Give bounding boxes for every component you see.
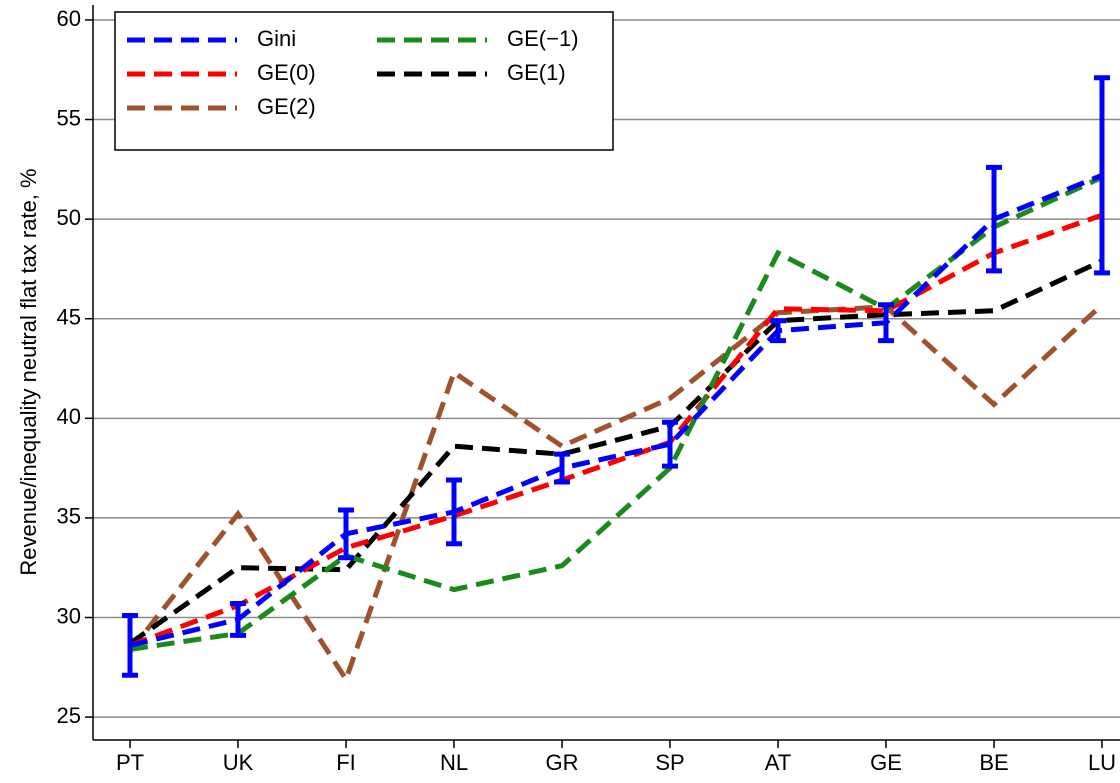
error-bar	[770, 318, 786, 344]
legend-label: GE(−1)	[507, 26, 579, 51]
x-tick-label: AT	[765, 750, 791, 775]
x-tick-label: UK	[223, 750, 254, 775]
y-tick-label: 25	[57, 703, 81, 728]
error-bar	[230, 601, 246, 638]
error-bar-line	[662, 419, 678, 469]
x-tick-label: GE	[870, 750, 902, 775]
legend-label: GE(0)	[257, 60, 316, 85]
y-tick-label: 35	[57, 504, 81, 529]
y-tick-label: 60	[57, 6, 81, 31]
error-bar-line	[122, 613, 138, 678]
error-bar	[986, 164, 1002, 274]
error-bar-line	[986, 164, 1002, 274]
series-line	[128, 302, 1104, 685]
x-tick-label: FI	[336, 750, 356, 775]
error-bar	[878, 302, 894, 344]
series-line	[129, 212, 1103, 648]
x-tick-label: PT	[116, 750, 144, 775]
x-tick-label: SP	[655, 750, 684, 775]
x-tick-label: NL	[440, 750, 468, 775]
legend-label: GE(1)	[507, 60, 566, 85]
error-bar	[1094, 75, 1110, 276]
error-bar-line	[770, 318, 786, 344]
series-line	[129, 175, 1104, 652]
y-axis-label: Revenue/inequality neutral flat tax rate…	[16, 168, 41, 575]
y-tick-label: 55	[57, 105, 81, 130]
legend-label: GE(2)	[257, 94, 316, 119]
error-bar-line	[878, 302, 894, 344]
error-bar	[122, 613, 138, 678]
error-bar-line	[338, 507, 354, 561]
error-bar-line	[1094, 75, 1110, 276]
error-bar	[338, 507, 354, 561]
y-tick-label: 50	[57, 205, 81, 230]
x-tick-label: BE	[979, 750, 1008, 775]
y-tick-label: 30	[57, 603, 81, 628]
error-bar-line	[554, 451, 570, 485]
error-bar-line	[230, 601, 246, 638]
x-tick-label: LU	[1088, 750, 1116, 775]
series-line	[128, 258, 1104, 646]
error-bar	[662, 419, 678, 469]
series-line	[129, 172, 1103, 648]
error-bar	[446, 477, 462, 547]
x-tick-label: GR	[546, 750, 579, 775]
y-tick-label: 45	[57, 305, 81, 330]
legend-box	[114, 11, 614, 151]
error-bar	[554, 451, 570, 485]
y-tick-label: 40	[57, 404, 81, 429]
legend-label: Gini	[257, 26, 296, 51]
error-bar-line	[446, 477, 462, 547]
